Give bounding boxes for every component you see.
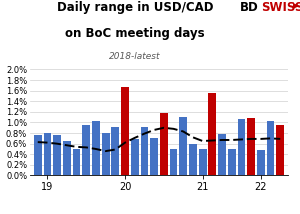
Bar: [112, 127, 119, 175]
Bar: [218, 134, 226, 175]
Bar: [150, 138, 158, 175]
Bar: [102, 132, 110, 175]
Bar: [73, 149, 80, 175]
Text: SWISS: SWISS: [262, 1, 300, 14]
Bar: [208, 93, 216, 175]
Text: on BoC meeting days: on BoC meeting days: [65, 27, 205, 40]
Bar: [199, 149, 206, 175]
Bar: [189, 144, 197, 175]
Bar: [276, 125, 284, 175]
Bar: [34, 135, 42, 175]
Bar: [267, 121, 274, 175]
Bar: [179, 117, 187, 175]
Bar: [247, 118, 255, 175]
Bar: [63, 141, 71, 175]
Bar: [121, 87, 129, 175]
Legend: No change in policy, Change, 6m average: No change in policy, Change, 6m average: [40, 210, 253, 214]
Text: BD: BD: [240, 1, 259, 14]
Bar: [92, 121, 100, 175]
Bar: [238, 119, 245, 175]
Bar: [257, 150, 265, 175]
Bar: [141, 127, 148, 175]
Bar: [170, 149, 177, 175]
Bar: [131, 140, 139, 175]
Bar: [228, 149, 236, 175]
Bar: [44, 132, 51, 175]
Bar: [82, 125, 90, 175]
Bar: [160, 113, 168, 175]
Text: ▶: ▶: [292, 1, 299, 10]
Text: 2018-latest: 2018-latest: [109, 52, 161, 61]
Bar: [53, 135, 61, 175]
Text: Daily range in USD/CAD: Daily range in USD/CAD: [57, 1, 213, 14]
